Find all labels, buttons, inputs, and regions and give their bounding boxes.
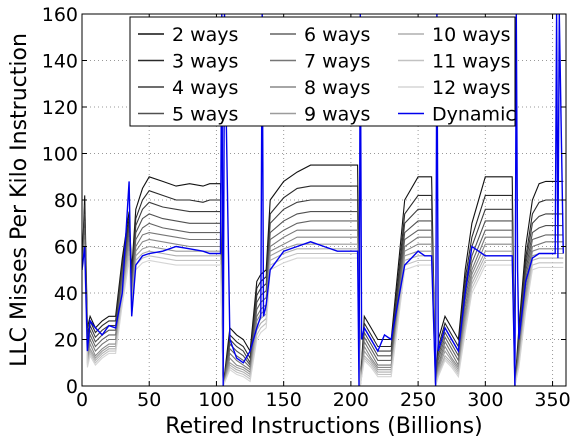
y-tick-label: 80 — [54, 190, 78, 212]
y-tick-label: 40 — [54, 283, 78, 305]
legend-label-7-ways: 7 ways — [304, 51, 370, 73]
legend-label-11-ways: 11 ways — [432, 51, 511, 73]
x-tick-label: 300 — [467, 389, 503, 411]
x-axis-label: Retired Instructions (Billions) — [165, 414, 482, 439]
legend-label-4-ways: 4 ways — [172, 77, 238, 99]
series-line-3-ways — [82, 185, 564, 386]
series-line-9-ways — [82, 243, 564, 386]
legend: 2 ways 3 ways 4 ways 5 ways 6 ways 7 ways 8 wa… — [129, 16, 516, 127]
legend-label-8-ways: 8 ways — [304, 77, 370, 99]
y-tick-label: 140 — [42, 51, 78, 73]
series-line-4-ways — [82, 199, 564, 386]
y-tick-label: 0 — [66, 376, 78, 398]
x-tick-label: 200 — [333, 389, 369, 411]
x-tick-label: 250 — [400, 389, 436, 411]
legend-label-dynamic: Dynamic — [432, 104, 516, 126]
series-line-5-ways — [82, 211, 564, 386]
x-tick-label: 150 — [266, 389, 302, 411]
legend-box — [129, 16, 516, 127]
legend-label-2-ways: 2 ways — [172, 24, 238, 46]
ticks: 0 50 100 150 200 250 300 350 0 20 40 60 80 100 120 140 1… — [42, 4, 571, 411]
legend-label-10-ways: 10 ways — [432, 24, 511, 46]
x-tick-label: 100 — [198, 389, 234, 411]
y-tick-label: 120 — [42, 97, 78, 119]
series-line-7-ways — [82, 229, 564, 386]
plot-area — [82, 14, 564, 386]
series-line-6-ways — [82, 220, 564, 386]
series-line-dynamic — [82, 14, 564, 386]
series-line-2-ways — [82, 164, 564, 386]
y-tick-label: 100 — [42, 144, 78, 166]
y-tick-label: 160 — [42, 4, 78, 26]
series-line-8-ways — [82, 236, 564, 386]
legend-label-3-ways: 3 ways — [172, 51, 238, 73]
x-tick-label: 50 — [137, 389, 161, 411]
y-tick-label: 20 — [54, 330, 78, 352]
legend-label-9-ways: 9 ways — [304, 104, 370, 126]
legend-label-6-ways: 6 ways — [304, 24, 370, 46]
x-tick-label: 350 — [534, 389, 570, 411]
y-axis-label: LLC Misses Per Kilo Instruction — [7, 33, 32, 367]
x-tick-label: 0 — [76, 389, 88, 411]
series-layer — [82, 14, 564, 386]
y-tick-label: 60 — [54, 237, 78, 259]
legend-label-5-ways: 5 ways — [172, 104, 238, 126]
legend-label-12-ways: 12 ways — [432, 77, 511, 99]
